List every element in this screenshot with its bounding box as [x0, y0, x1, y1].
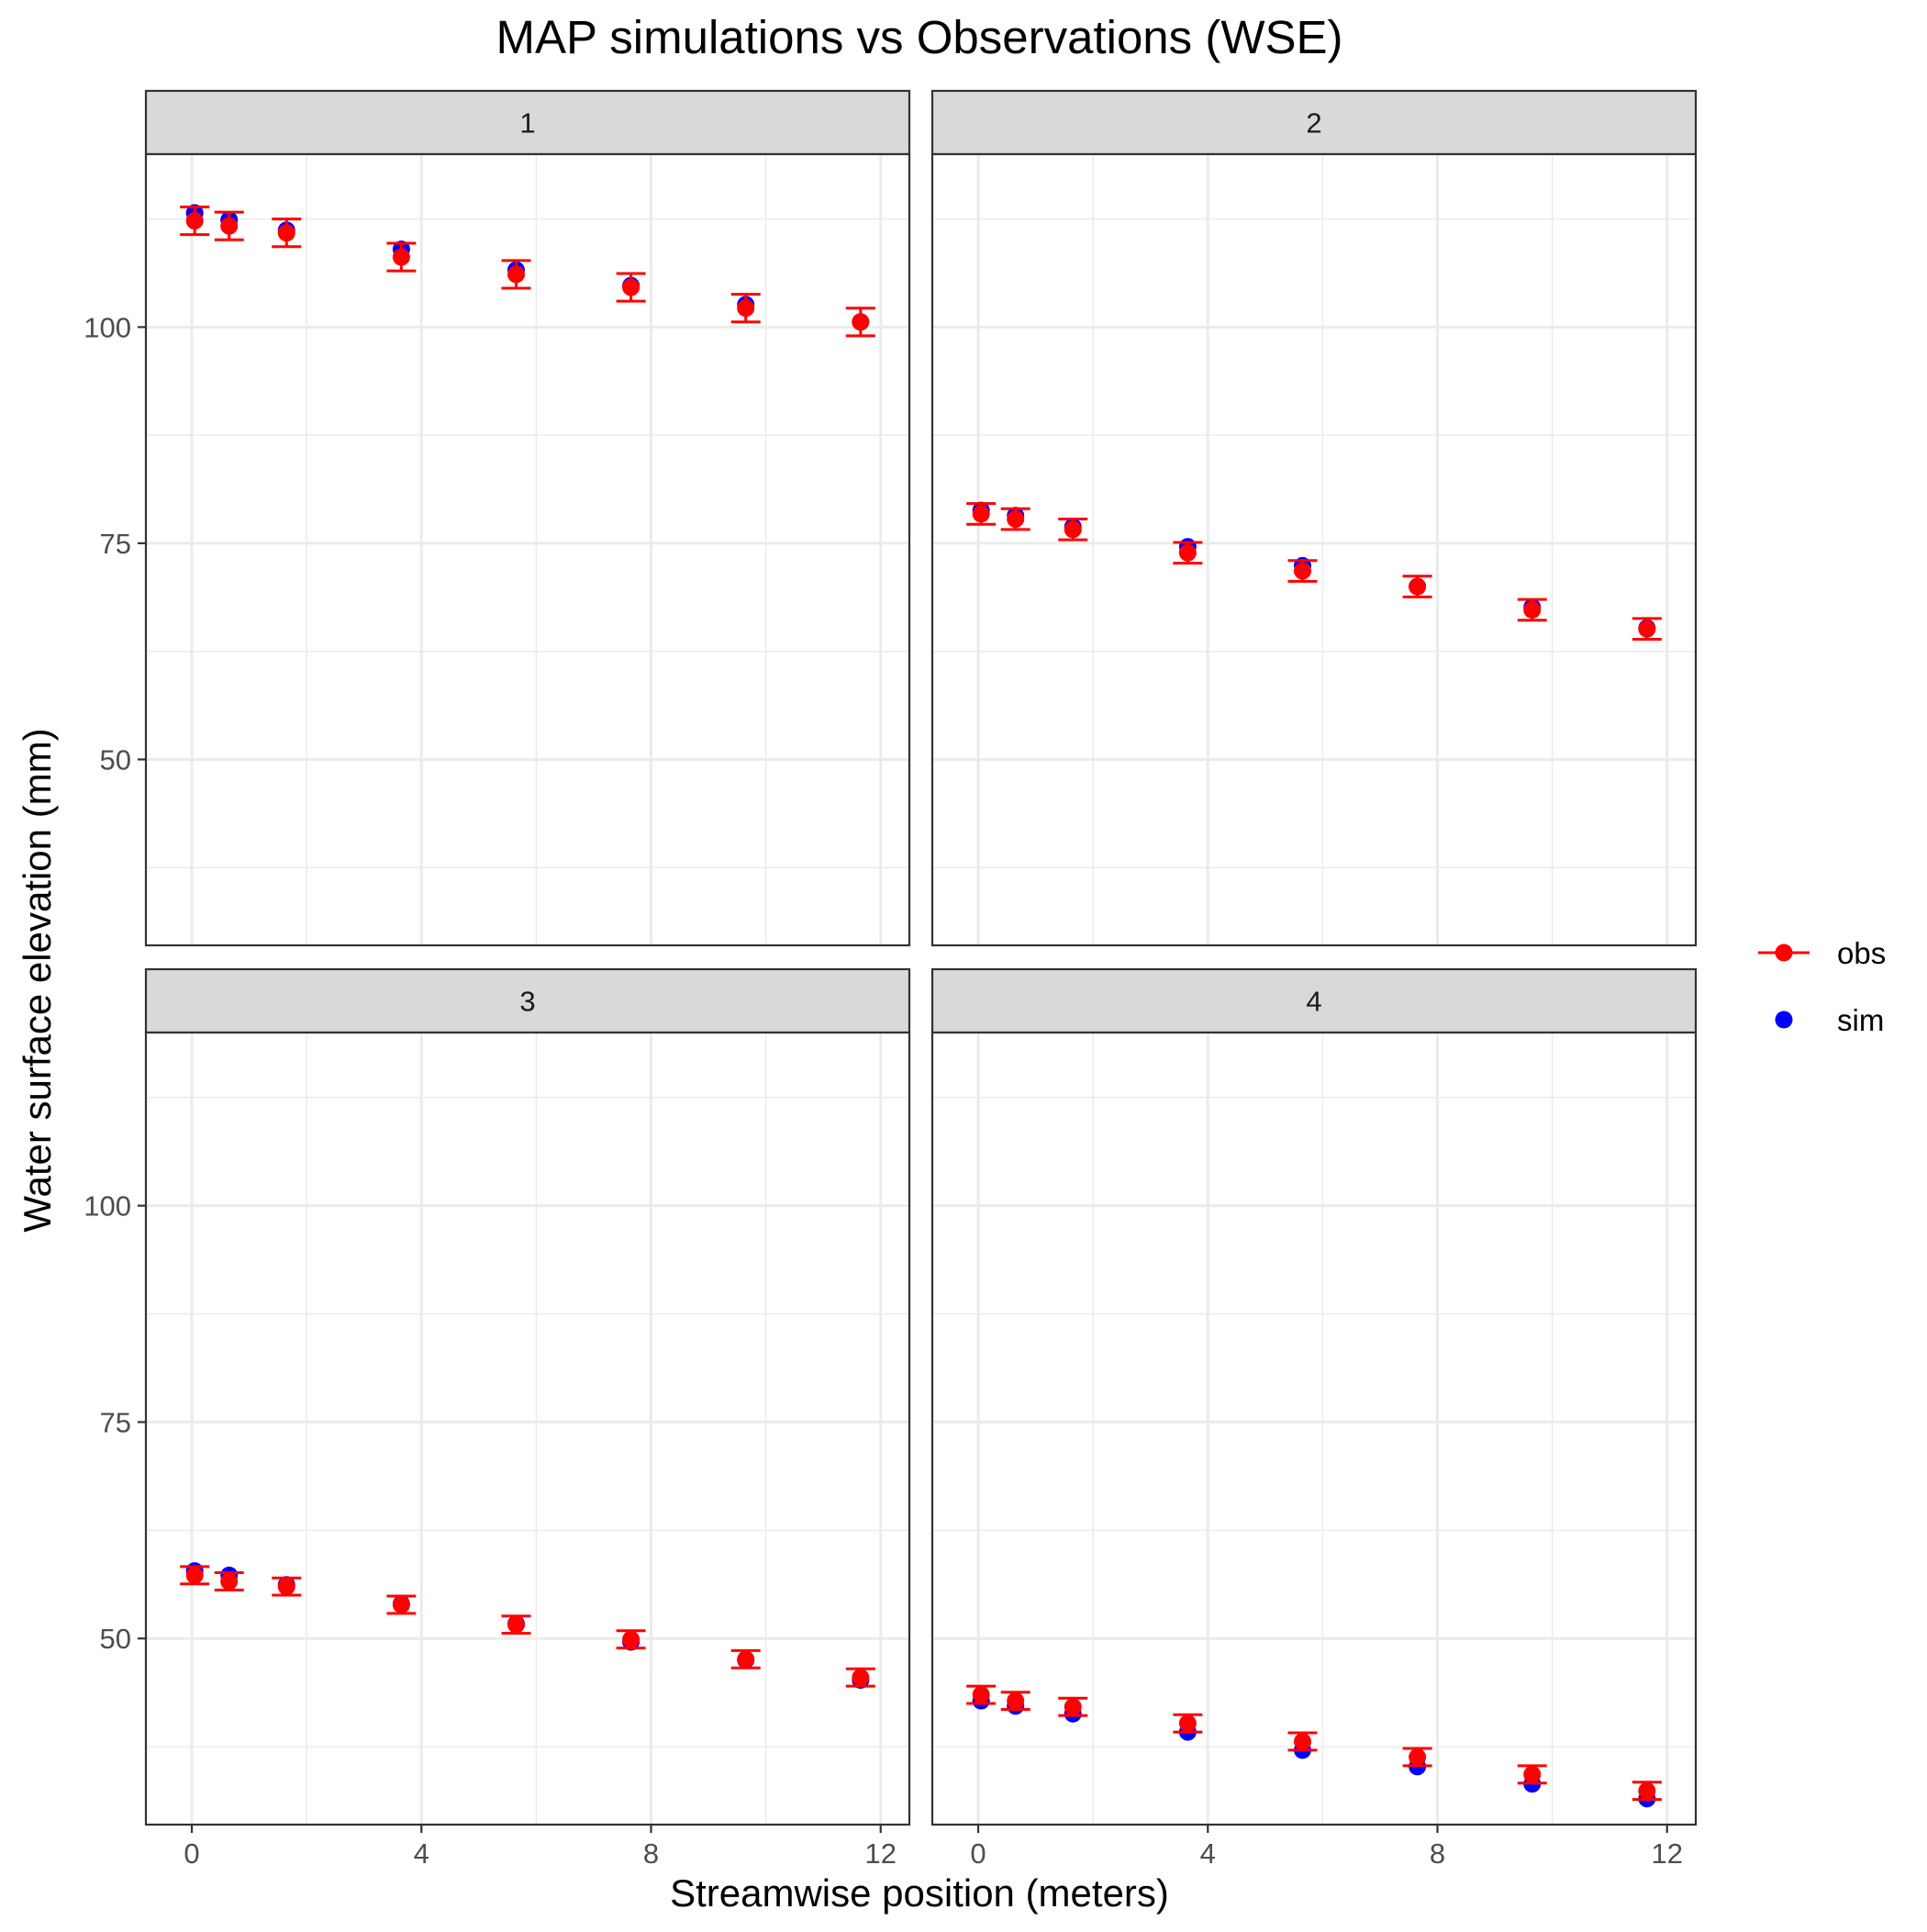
facet-panel-4: 4 0 4 8 12 [930, 967, 1698, 1870]
obs-point [1007, 510, 1025, 529]
x-tick-label: 4 [1200, 1837, 1216, 1870]
y-axis-title: Water surface elevation (mm) [16, 728, 59, 1232]
y-tick-label: 75 [100, 1406, 131, 1438]
x-tick-label: 12 [1651, 1837, 1682, 1870]
obs-point [1638, 1781, 1656, 1800]
panel-background [146, 154, 909, 945]
legend-key-obs-point [1775, 944, 1793, 962]
obs-point [1178, 543, 1197, 562]
y-tick-label: 50 [100, 1623, 131, 1655]
obs-point [220, 1572, 239, 1591]
x-axis-title: Streamwise position (meters) [670, 1871, 1169, 1915]
obs-point [737, 1650, 755, 1669]
obs-point [972, 505, 990, 523]
facet-panels: 1 50 75 100 2 3 50 75 100 0 4 8 12 4 0 4 8 12 [84, 89, 1698, 1870]
facet-strip-label: 1 [519, 107, 535, 140]
obs-point [1523, 600, 1542, 619]
obs-point [972, 1686, 990, 1704]
y-tick-label: 50 [100, 743, 131, 776]
x-tick-label: 8 [1430, 1837, 1445, 1870]
facet-panel-1: 1 50 75 100 [84, 89, 911, 947]
obs-point [392, 1595, 410, 1614]
x-tick-label: 0 [970, 1837, 986, 1870]
obs-point [185, 1566, 204, 1584]
y-tick-label: 100 [84, 1190, 131, 1223]
obs-point [220, 217, 239, 235]
x-tick-label: 8 [643, 1837, 659, 1870]
panel-border [930, 152, 1698, 947]
panel-border [144, 152, 911, 947]
panel-background [932, 154, 1696, 945]
y-tick-label: 75 [100, 528, 131, 560]
panel-border [930, 1031, 1698, 1826]
chart-title: MAP simulations vs Observations (WSE) [496, 11, 1343, 63]
obs-point [1064, 1698, 1082, 1716]
y-tick-label: 100 [84, 311, 131, 343]
facet-strip [144, 967, 911, 1034]
x-tick-label: 0 [184, 1837, 199, 1870]
panel-background [932, 1033, 1696, 1825]
legend-key-sim-point [1775, 1011, 1793, 1029]
obs-point [1293, 1732, 1311, 1750]
obs-point [1409, 577, 1427, 596]
obs-point [852, 313, 870, 331]
obs-point [1638, 620, 1656, 638]
obs-point [622, 278, 640, 296]
obs-point [622, 1630, 640, 1648]
legend-label-obs: obs [1837, 936, 1886, 970]
facet-strip-label: 2 [1306, 107, 1321, 140]
facet-panel-2: 2 [930, 89, 1698, 947]
facet-panel-3: 3 50 75 100 0 4 8 12 [84, 967, 911, 1870]
facet-strip [144, 89, 911, 156]
facet-strip-label: 3 [519, 986, 535, 1018]
x-tick-label: 4 [414, 1837, 429, 1870]
legend-label-sim: sim [1837, 1003, 1884, 1037]
obs-point [392, 248, 410, 266]
obs-point [1523, 1765, 1542, 1783]
obs-point [507, 265, 525, 284]
obs-point [852, 1669, 870, 1687]
facet-strip-label: 4 [1306, 986, 1321, 1018]
obs-point [737, 299, 755, 318]
obs-point [1064, 520, 1082, 539]
facet-strip [930, 967, 1698, 1034]
obs-point [185, 212, 204, 230]
obs-point [507, 1615, 525, 1634]
obs-point [1007, 1692, 1025, 1710]
obs-point [1409, 1748, 1427, 1766]
panel-background [146, 1033, 909, 1825]
obs-point [277, 224, 295, 242]
obs-point [277, 1578, 295, 1596]
legend: obs sim [1758, 936, 1886, 1037]
obs-point [1293, 562, 1311, 580]
panel-border [144, 1031, 911, 1826]
x-tick-label: 12 [864, 1837, 896, 1870]
obs-point [1178, 1714, 1197, 1733]
